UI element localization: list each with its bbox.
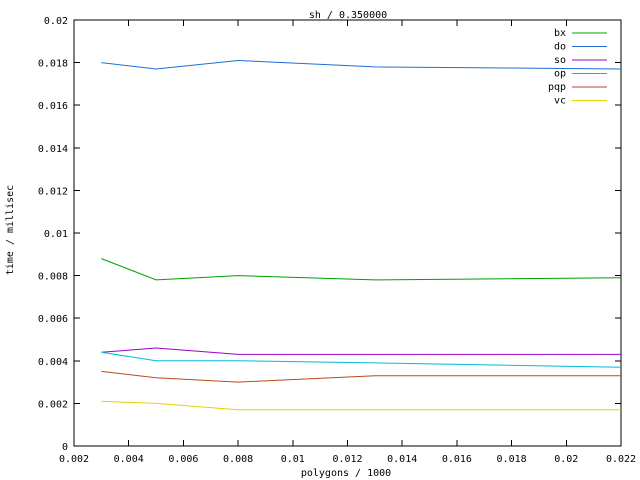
legend-label-vc: vc — [554, 96, 566, 107]
y-tick-label: 0.018 — [38, 59, 68, 70]
y-tick-label: 0.002 — [38, 399, 68, 410]
legend: bx do so op pqp vc — [548, 28, 607, 107]
x-tick-label: 0.004 — [114, 454, 144, 465]
series-layer — [101, 59, 622, 411]
x-tick-label: 0.01 — [281, 454, 305, 465]
x-axis-label: polygons / 1000 — [301, 468, 391, 479]
legend-label-pqp: pqp — [548, 82, 566, 93]
series-line-do — [101, 59, 622, 70]
series-line-so — [101, 347, 621, 355]
y-tick-label: 0.014 — [38, 144, 68, 155]
legend-label-so: so — [554, 55, 566, 66]
x-tick-label: 0.016 — [442, 454, 472, 465]
x-tick-label: 0.006 — [168, 454, 198, 465]
y-tick-label: 0.006 — [38, 314, 68, 325]
y-tick-label: 0.012 — [38, 186, 68, 197]
series-line-vc — [101, 400, 621, 411]
y-tick-label: 0 — [62, 442, 68, 453]
x-tick-label: 0.022 — [606, 454, 636, 465]
x-tick-label: 0.008 — [223, 454, 253, 465]
plot-frame — [73, 19, 622, 447]
y-tick-label: 0.01 — [44, 229, 68, 240]
y-tick-label: 0.016 — [38, 101, 68, 112]
y-tick-label: 0.004 — [38, 357, 68, 368]
series-line-op — [101, 351, 622, 368]
x-tick-label: 0.002 — [59, 454, 89, 465]
axes-layer: 00.0020.0040.0060.0080.010.0120.0140.016… — [38, 16, 636, 465]
series-line-bx — [101, 258, 622, 281]
chart-title: sh / 0.350000 — [309, 10, 387, 21]
legend-label-bx: bx — [554, 28, 566, 39]
legend-label-do: do — [554, 42, 566, 53]
y-tick-label: 0.008 — [38, 272, 68, 283]
series-line-pqp — [101, 370, 621, 383]
x-tick-label: 0.014 — [387, 454, 417, 465]
x-tick-label: 0.018 — [497, 454, 527, 465]
y-tick-label: 0.02 — [44, 16, 68, 27]
x-tick-label: 0.012 — [332, 454, 362, 465]
y-axis-label: time / millisec — [5, 185, 16, 275]
legend-label-op: op — [554, 69, 566, 80]
x-tick-label: 0.02 — [554, 454, 578, 465]
